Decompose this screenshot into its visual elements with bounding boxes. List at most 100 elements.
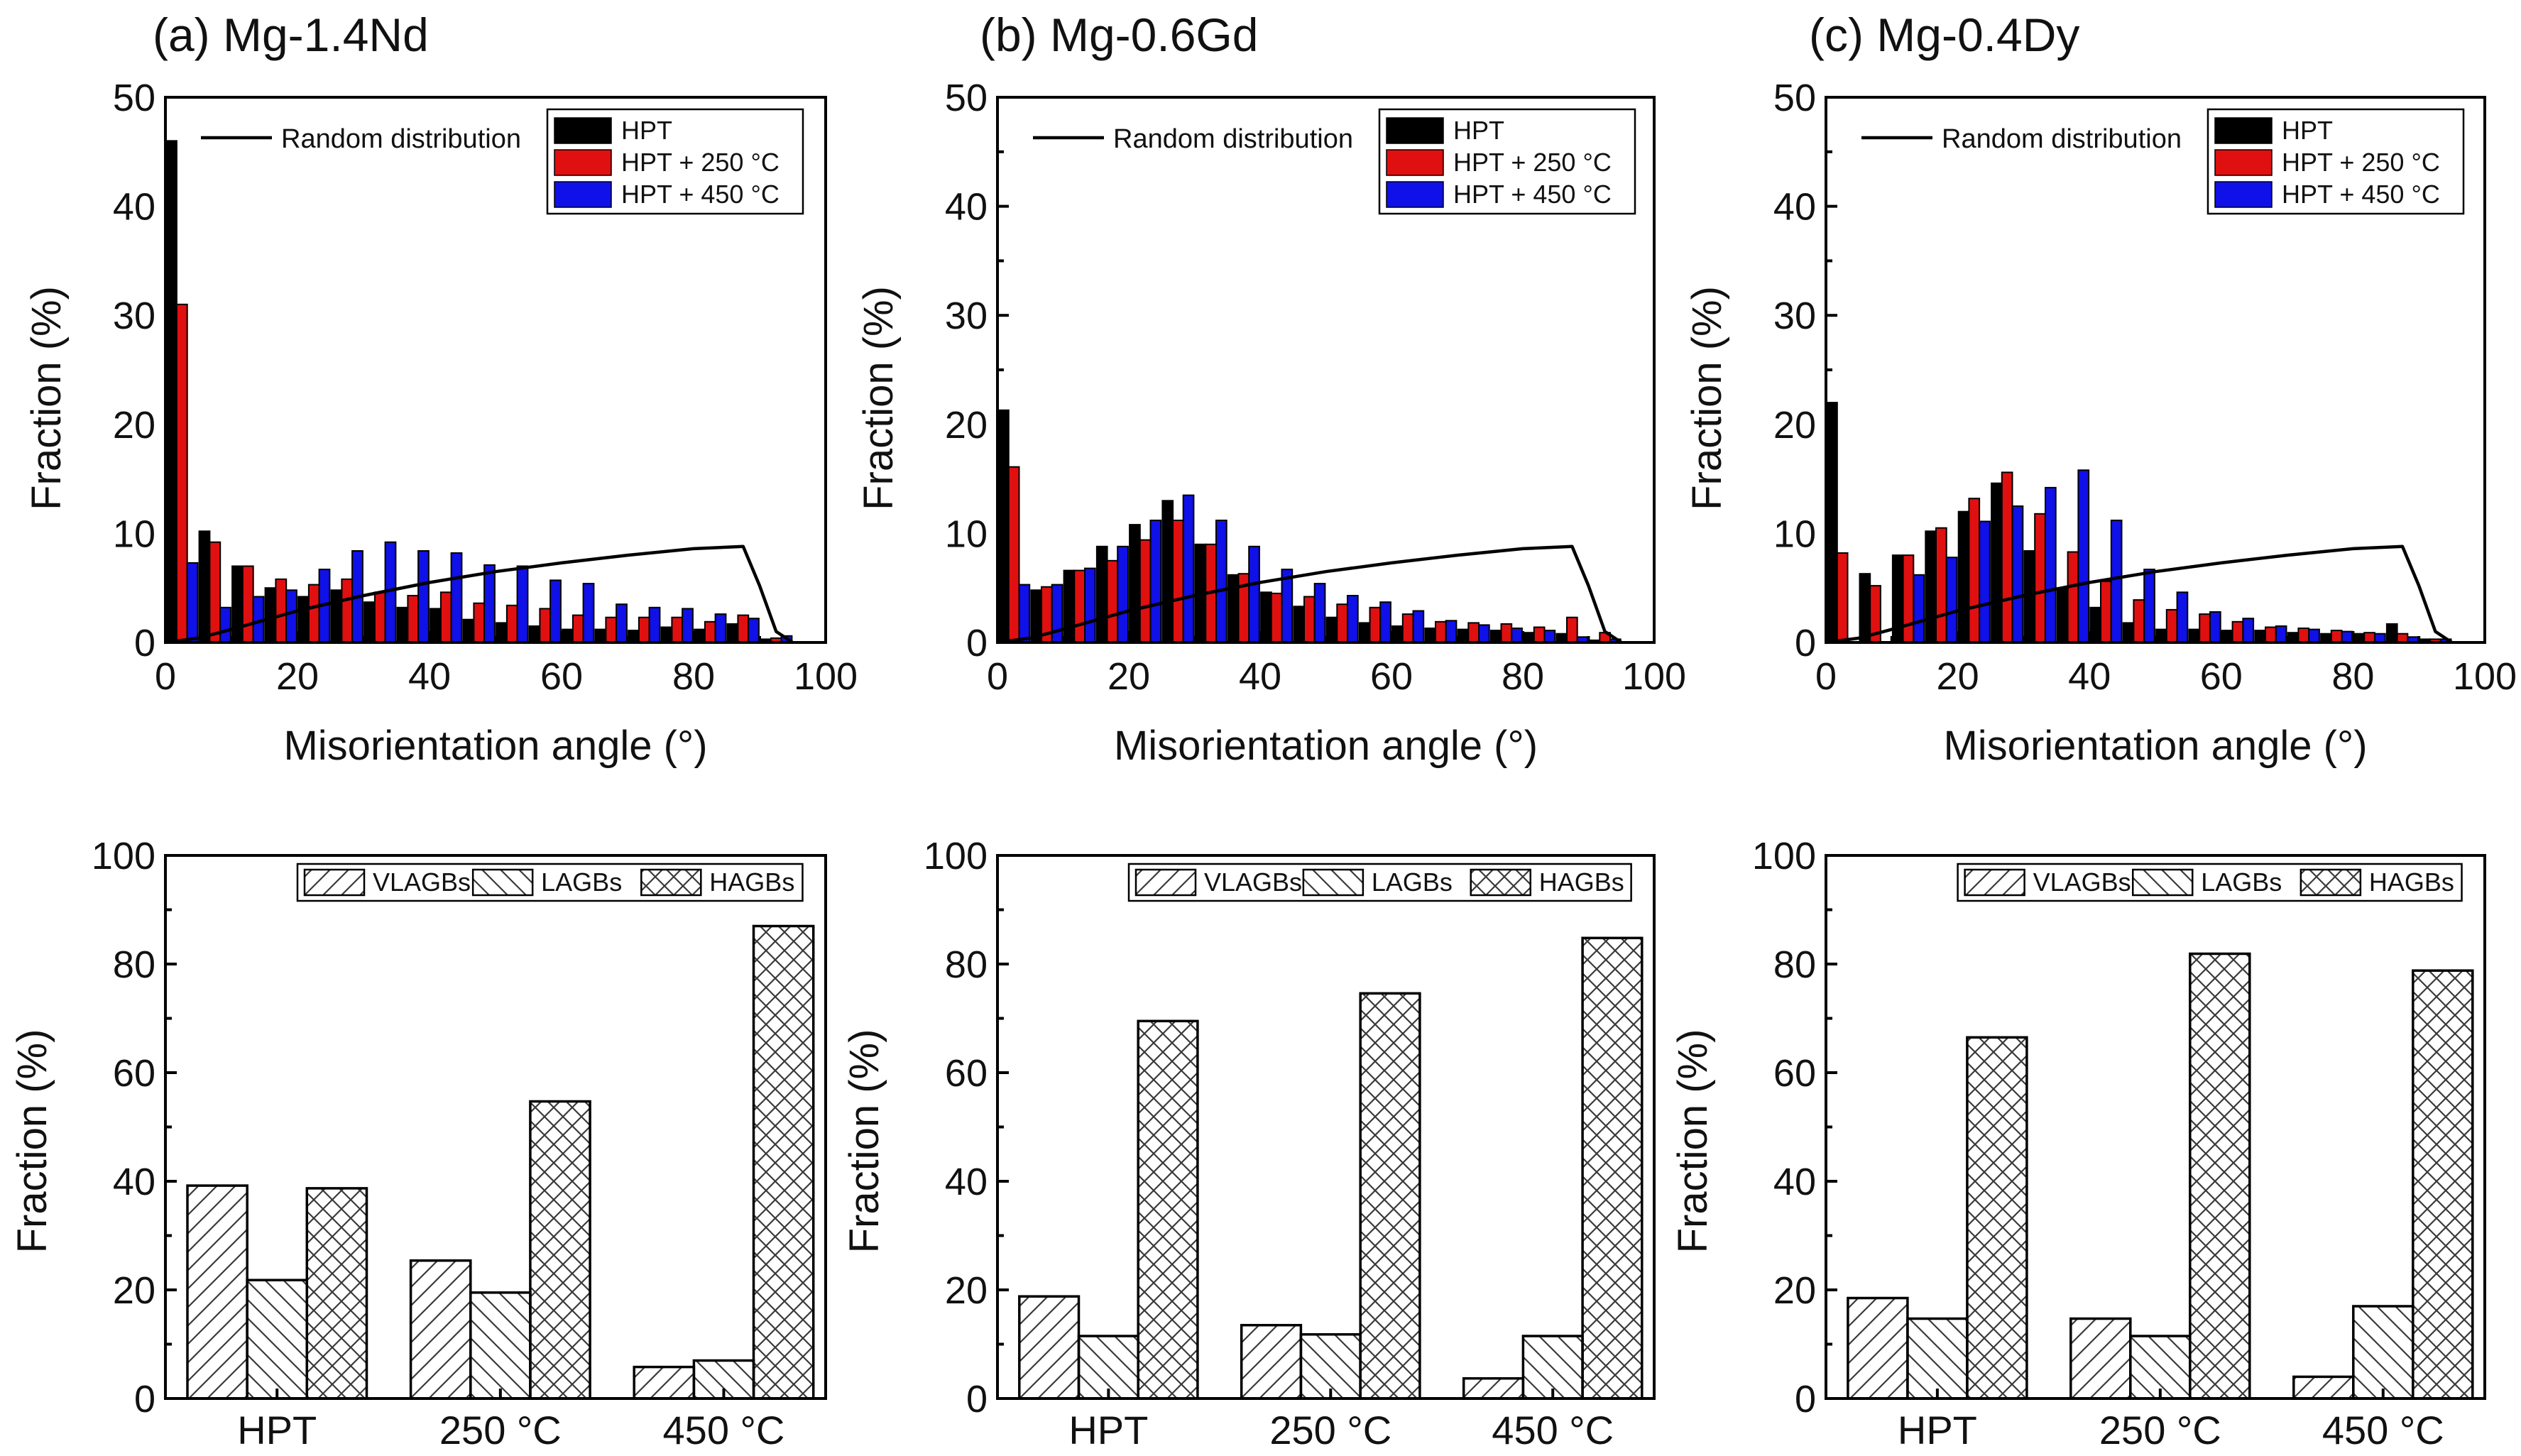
bar-0-8 (2089, 606, 2102, 643)
gb-bar-vlagbs-1 (2069, 1317, 2132, 1400)
legend-swatch-0 (554, 117, 612, 144)
bar-2-9 (483, 564, 496, 644)
gb-bar-lagbs-2 (2352, 1305, 2415, 1400)
bar-2-8 (450, 552, 463, 643)
legend-swatch-0 (1134, 868, 1197, 897)
bar-1-9 (1303, 596, 1316, 643)
x-tick-label-0: 0 (987, 655, 1008, 698)
bar-1-16 (1533, 626, 1546, 643)
bar-2-13 (1445, 620, 1458, 643)
bar-1-9 (2133, 599, 2145, 643)
y-tick-label-5: 100 (1752, 835, 1816, 877)
bar-0-5 (1161, 500, 1174, 643)
bar-0-15 (1489, 630, 1502, 643)
y-tick-label-0: 0 (1795, 622, 1816, 664)
legend-swatch-1 (471, 868, 534, 897)
random-distribution-line (1825, 544, 2453, 645)
bar-1-16 (2363, 632, 2375, 644)
bar-1-10 (505, 604, 518, 643)
gb-bar-hagbs-2 (2412, 969, 2474, 1400)
bar-1-8 (2100, 581, 2112, 643)
chart-b-boundary-fractions: HPT 250 °C 450 °C 0 20 40 60 80 100 Fraction (%) V… (841, 835, 1656, 1452)
y-tick-label-4: 40 (113, 186, 155, 229)
bar-1-12 (2231, 620, 2244, 643)
x-tick-label-0: 0 (155, 655, 176, 698)
bar-1-11 (2199, 613, 2211, 643)
panel-title-a: (a) Mg-1.4Nd (153, 9, 429, 61)
y-tick-label-5: 50 (113, 77, 155, 119)
x-tick-label-5: 100 (1622, 655, 1686, 698)
bar-2-9 (1313, 583, 1326, 643)
bar-0-10 (496, 622, 508, 644)
bar-0-0 (165, 140, 177, 643)
bar-2-5 (1182, 494, 1195, 643)
bar-0-11 (1358, 622, 1371, 644)
bar-0-0 (1826, 402, 1838, 643)
legend-label-0: HPT (1453, 116, 1504, 145)
bar-0-14 (1457, 628, 1470, 643)
bar-2-1 (1051, 584, 1063, 643)
gb-bar-lagbs-1 (2129, 1335, 2192, 1400)
y-tick-label-0: 0 (134, 1378, 155, 1421)
bar-2-8 (1281, 569, 1294, 643)
bar-2-14 (2308, 628, 2320, 643)
category-label-1: 250 °C (2099, 1408, 2221, 1452)
bar-0-6 (363, 601, 376, 644)
bar-0-9 (462, 618, 475, 644)
bar-0-3 (1095, 545, 1108, 643)
bar-2-1 (219, 606, 231, 643)
bar-1-2 (1902, 554, 1915, 643)
bar-1-14 (1467, 622, 1480, 644)
bar-0-2 (1063, 569, 1076, 643)
bar-1-3 (1106, 559, 1119, 643)
bar-2-10 (1347, 595, 1359, 643)
bar-2-3 (1945, 557, 1958, 644)
legend-label-0: VLAGBs (373, 867, 471, 897)
bar-1-15 (671, 616, 684, 644)
y-tick-label-1: 10 (113, 513, 155, 555)
y-tick-label-3: 30 (945, 295, 988, 337)
y-tick-label-2: 20 (113, 404, 155, 447)
bar-2-13 (616, 603, 628, 644)
legend-label-0: HPT (621, 116, 672, 145)
bar-0-11 (528, 625, 541, 643)
y-tick-label-4: 40 (1773, 186, 1816, 229)
legend-label-2: HPT + 450 °C (2282, 180, 2440, 209)
legend-label-2: HAGBs (709, 867, 794, 897)
x-tick-label-3: 60 (540, 655, 583, 698)
y-axis-label: Fraction (%) (23, 286, 70, 510)
chart-c-misorientation: 0 20 40 60 80 100 0 10 20 30 40 50 Misorientation an… (1684, 77, 2517, 769)
y-tick-label-1: 20 (1773, 1269, 1816, 1312)
chart-b-misorientation: 0 20 40 60 80 100 0 10 20 30 40 50 Misorientation an… (855, 77, 1686, 769)
legend-swatch-1 (2214, 149, 2273, 176)
y-tick-label-0: 0 (966, 1378, 988, 1421)
bar-2-0 (1018, 584, 1031, 643)
bar-1-7 (2067, 551, 2079, 643)
y-tick-label-2: 20 (945, 404, 988, 447)
bar-0-12 (562, 628, 574, 643)
gb-bar-hagbs-1 (529, 1100, 591, 1400)
bar-0-8 (430, 608, 442, 644)
chart-a-misorientation: 0 20 40 60 80 100 0 10 20 30 40 50 Misorientation an… (23, 77, 858, 769)
bar-0-4 (1129, 524, 1141, 643)
bar-1-10 (2165, 608, 2178, 644)
bar-2-13 (2275, 625, 2287, 643)
gb-bar-vlagbs-0 (186, 1184, 248, 1400)
gb-bar-vlagbs-2 (2292, 1375, 2355, 1400)
x-axis-label: Misorientation angle (°) (283, 723, 707, 769)
bar-2-17 (748, 618, 760, 644)
y-tick-label-4: 40 (945, 186, 988, 229)
bar-2-9 (2143, 569, 2155, 643)
category-label-2: 450 °C (663, 1408, 785, 1452)
x-tick-label-1: 20 (276, 655, 319, 698)
bar-1-0 (1836, 552, 1849, 643)
plot-frame (996, 854, 1656, 1400)
x-axis-label: Misorientation angle (°) (1114, 723, 1538, 769)
bar-2-16 (1543, 630, 1556, 643)
bar-1-0 (1007, 466, 1020, 644)
bar-1-9 (473, 602, 486, 644)
y-tick-label-5: 100 (924, 835, 988, 877)
bar-0-16 (694, 628, 706, 643)
x-tick-label-1: 20 (1108, 655, 1150, 698)
panel-title-c: (c) Mg-0.4Dy (1809, 9, 2079, 61)
